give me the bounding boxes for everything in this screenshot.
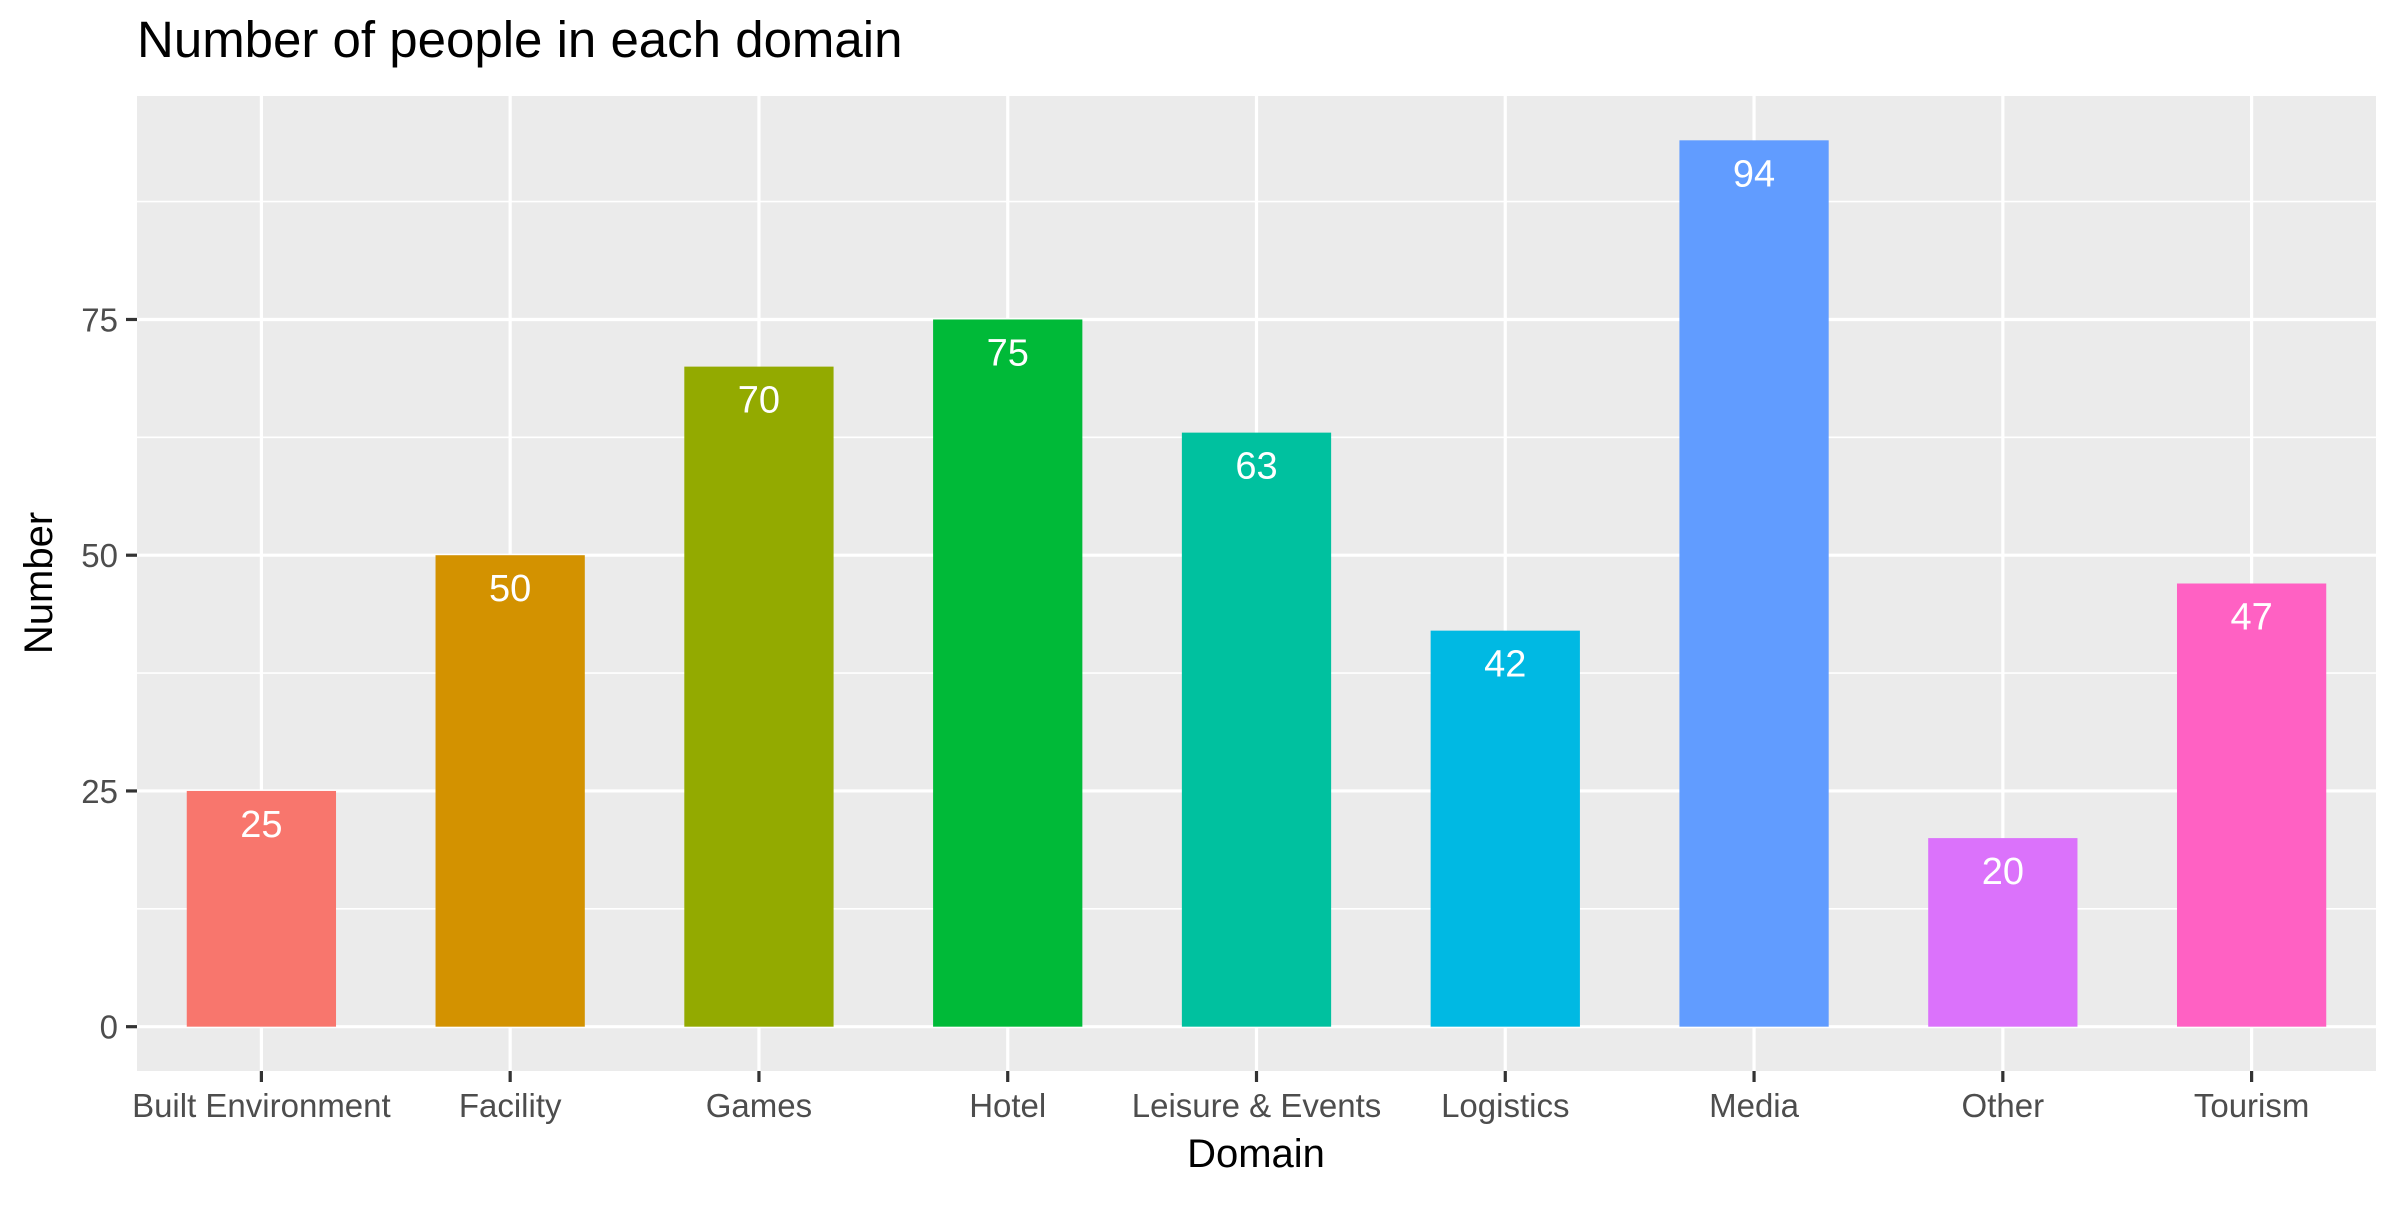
x-tick-label: Tourism [2194,1087,2310,1124]
x-axis-title: Domain [1187,1132,1325,1176]
bar-value-label: 20 [1982,851,2024,893]
bar [1181,432,1332,1027]
bar [1679,140,1829,1027]
y-tick-label: 50 [81,537,118,574]
bar-value-label: 47 [2230,597,2272,639]
bar-value-label: 50 [489,568,531,610]
y-tick-label: 0 [100,1009,118,1046]
bar-value-label: 70 [738,380,780,422]
bar [435,555,585,1027]
x-tick-label: Leisure & Events [1132,1087,1381,1124]
x-tick-label: Logistics [1441,1087,1569,1124]
axes: 0 25 50 75 Built Environment Facility Games Hot… [81,301,2309,1124]
x-tick-label: Games [706,1087,812,1124]
bars [186,140,2327,1027]
y-axis-title: Number [17,512,61,654]
bar [933,319,1083,1027]
x-tick-label: Hotel [969,1087,1046,1124]
bar [1430,630,1580,1027]
bar-value-label: 42 [1484,644,1526,686]
bar-value-label: 94 [1733,153,1775,195]
bar [684,366,834,1027]
bar [186,790,337,1027]
bar-value-label: 75 [987,332,1029,374]
x-tick-label: Media [1709,1087,1800,1124]
x-tick-label: Other [1962,1087,2045,1124]
x-tick-label: Facility [459,1087,562,1124]
x-tick-label: Built Environment [132,1087,391,1124]
bar [1928,838,2078,1027]
bar-value-label: 63 [1235,446,1277,488]
y-tick-label: 75 [81,301,118,338]
bar [2176,583,2327,1027]
chart-title: Number of people in each domain [137,11,902,68]
y-tick-label: 25 [81,773,118,810]
bar-value-labels: 25 50 70 75 63 42 94 20 47 [240,153,2273,893]
bar-value-label: 25 [240,804,282,846]
